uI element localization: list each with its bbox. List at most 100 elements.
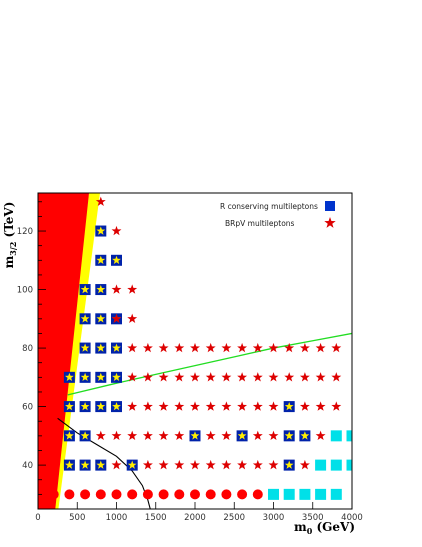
red-star-marker	[142, 342, 153, 353]
yellow-star-marker	[80, 401, 90, 411]
red-star-marker	[111, 430, 122, 441]
red-star-marker	[221, 342, 232, 353]
red-circle-marker	[48, 489, 59, 500]
red-star-marker	[158, 430, 169, 441]
red-star-marker	[331, 401, 342, 411]
x-tick-label: 1500	[145, 513, 167, 523]
red-star-marker	[111, 225, 122, 236]
x-tick-label: 4000	[341, 513, 363, 523]
red-star-marker	[299, 401, 310, 411]
red-star-marker	[268, 401, 279, 411]
red-star-marker	[158, 401, 169, 411]
cyan-square-marker	[299, 488, 311, 500]
yellow-star-marker	[127, 460, 137, 469]
red-circle-marker	[221, 489, 232, 500]
yellow-star-marker	[80, 314, 90, 323]
red-star-marker	[284, 372, 295, 382]
x-tick-label: 500	[69, 513, 85, 523]
yellow-star-marker	[80, 372, 90, 382]
red-star-marker	[221, 430, 232, 441]
red-star-marker	[331, 372, 342, 382]
yellow-star-marker	[65, 431, 74, 440]
red-star-marker	[127, 313, 138, 324]
yellow-star-marker	[80, 343, 90, 352]
yellow-star-marker	[65, 401, 74, 411]
x-tick-label: 2000	[184, 513, 206, 523]
red-star-marker	[221, 401, 232, 411]
red-circle-marker	[95, 489, 106, 500]
cyan-square-marker	[330, 488, 342, 500]
red-star-marker	[95, 430, 106, 441]
red-star-marker	[111, 313, 122, 324]
red-circle-marker	[142, 489, 153, 500]
yellow-star-marker	[65, 460, 74, 469]
red-star-marker	[111, 459, 122, 470]
red-region	[38, 193, 90, 509]
red-star-marker	[174, 372, 185, 382]
y-tick-label: 60	[22, 403, 33, 413]
yellow-star-marker	[112, 255, 121, 265]
yellow-star-marker	[80, 431, 90, 440]
red-star-marker	[142, 401, 153, 411]
red-star-marker	[174, 401, 185, 411]
red-star-marker	[158, 342, 169, 353]
red-star-marker	[142, 430, 153, 441]
red-star-marker	[205, 430, 216, 441]
x-tick-label: 3000	[263, 513, 285, 523]
yellow-star-marker	[112, 372, 121, 382]
red-star-marker	[111, 284, 122, 294]
red-star-marker	[142, 459, 153, 470]
red-star-marker	[252, 401, 263, 411]
red-star-marker	[268, 372, 279, 382]
y-tick-label: 80	[22, 344, 33, 354]
red-circle-marker	[80, 489, 91, 500]
yellow-star-marker	[96, 460, 106, 469]
cyan-square-marker	[283, 488, 295, 500]
red-star-marker	[190, 342, 200, 353]
red-star-marker	[205, 401, 216, 411]
y-tick-label: 120	[17, 227, 33, 237]
red-circle-marker	[190, 489, 200, 500]
red-star-marker	[221, 372, 232, 382]
yellow-star-marker	[96, 314, 106, 323]
red-star-marker	[252, 430, 263, 441]
red-star-marker	[158, 372, 169, 382]
red-circle-marker	[64, 489, 75, 500]
yellow-star-marker	[96, 226, 106, 235]
red-star-marker	[190, 401, 200, 411]
red-star-marker	[127, 430, 138, 441]
yellow-star-marker	[284, 431, 294, 440]
cyan-square-marker	[346, 459, 352, 471]
yellow-star-marker	[80, 460, 90, 469]
red-circle-marker	[127, 489, 138, 500]
red-star-marker	[174, 430, 185, 441]
yellow-star-marker	[96, 255, 106, 265]
red-star-marker	[190, 372, 200, 382]
red-star-marker	[158, 459, 169, 470]
yellow-star-marker	[284, 460, 294, 469]
y-axis-label: m3/2 (TeV)	[2, 202, 18, 269]
red-star-marker	[127, 372, 138, 382]
yellow-star-marker	[80, 284, 90, 294]
red-circle-marker	[252, 489, 263, 500]
red-star-marker	[268, 430, 279, 441]
legend-label: R conserving multileptons	[220, 202, 318, 211]
red-star-marker	[237, 401, 248, 411]
red-star-marker	[237, 459, 248, 470]
red-circle-marker	[205, 489, 216, 500]
red-star-marker	[174, 342, 185, 353]
legend-label: BRpV multileptons	[225, 219, 295, 228]
yellow-star-marker	[112, 401, 121, 411]
yellow-star-marker	[237, 431, 247, 440]
red-circle-marker	[174, 489, 185, 500]
cyan-square-marker	[315, 459, 327, 471]
cyan-square-marker	[330, 459, 342, 471]
cyan-square-marker	[268, 488, 279, 500]
red-star-marker	[190, 459, 200, 470]
red-star-marker	[268, 342, 279, 353]
cyan-square-marker	[346, 430, 352, 442]
legend: R conserving multileptons BRpV multilepto…	[220, 201, 336, 228]
plot-area	[38, 193, 352, 509]
red-star-marker	[142, 372, 153, 382]
y-tick-label: 100	[17, 286, 33, 296]
